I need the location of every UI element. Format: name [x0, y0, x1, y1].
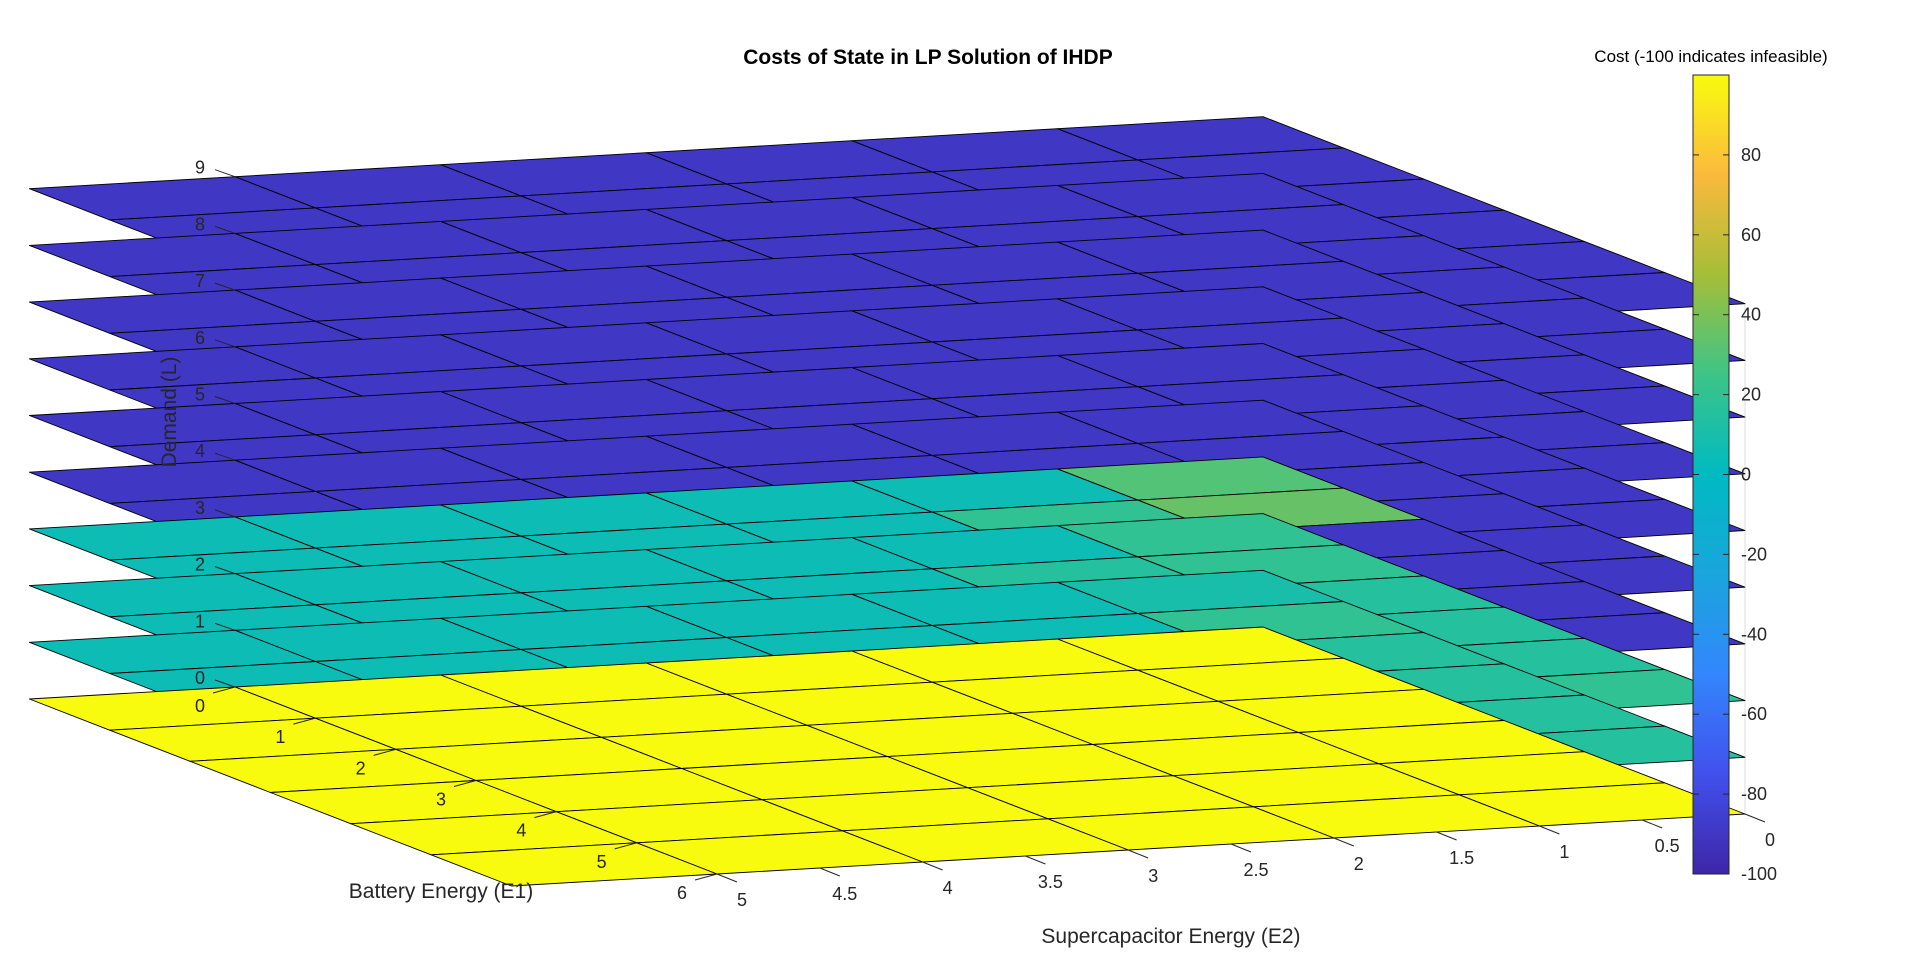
z-tick-mark [214, 396, 236, 404]
surface-layer-demand-0 [28, 626, 1746, 887]
z-tick-label: 3 [195, 498, 205, 518]
y-tick-mark [453, 780, 477, 787]
z-tick-label: 1 [195, 611, 205, 631]
x-tick-mark [1025, 855, 1046, 865]
z-axis-label: Demand (L) [158, 357, 181, 468]
colorbar-title: Cost (-100 indicates infeasible) [1594, 47, 1827, 66]
z-tick-label: 6 [195, 328, 205, 348]
y-tick-mark [614, 842, 637, 850]
y-tick-label: 4 [516, 821, 526, 841]
x-tick-label: 5 [737, 890, 747, 910]
z-tick-label: 5 [195, 385, 205, 405]
colorbar-tick-label: -20 [1741, 544, 1767, 564]
x-tick-label: 3.5 [1038, 872, 1063, 892]
z-tick-mark [214, 339, 236, 348]
y-tick-mark [534, 811, 557, 819]
x-tick-mark [1642, 819, 1663, 829]
y-axis-label: Battery Energy (E1) [349, 880, 533, 903]
x-tick-mark [1436, 831, 1457, 841]
y-tick-mark [293, 717, 316, 725]
chart-title: Costs of State in LP Solution of IHDP [743, 46, 1112, 69]
colorbar-tick-label: -40 [1741, 624, 1767, 644]
z-tick-mark [214, 169, 236, 178]
surface-layers [28, 116, 1746, 887]
colorbar-tick-label: 40 [1741, 305, 1761, 325]
colorbar-tick-label: 0 [1741, 465, 1751, 485]
x-tick-mark [922, 861, 943, 871]
z-tick-mark [214, 282, 236, 291]
colorbar-tick-label: -100 [1741, 864, 1777, 884]
x-tick-mark [716, 873, 738, 883]
x-tick-mark [1333, 837, 1354, 847]
y-tick-label: 5 [597, 852, 607, 872]
x-tick-label: 1 [1559, 842, 1569, 862]
colorbar-tick-label: 60 [1741, 225, 1761, 245]
y-tick-label: 2 [356, 758, 366, 778]
z-tick-label: 4 [195, 441, 205, 461]
z-tick-label: 0 [195, 668, 205, 688]
x-tick-mark [1230, 843, 1252, 853]
z-tick-label: 2 [195, 555, 205, 575]
colorbar-tick-label: 20 [1741, 385, 1761, 405]
x-tick-label: 0.5 [1655, 836, 1680, 856]
colorbar-tick-label: 80 [1741, 145, 1761, 165]
x-tick-mark [1128, 849, 1149, 859]
y-tick-label: 0 [195, 696, 205, 716]
y-tick-label: 1 [275, 727, 285, 747]
z-tick-label: 9 [195, 158, 205, 178]
x-tick-label: 4 [943, 878, 953, 898]
colorbar-tick-label: -60 [1741, 704, 1767, 724]
x-tick-mark [819, 867, 840, 877]
y-tick-mark [373, 748, 396, 756]
x-tick-label: 1.5 [1449, 848, 1474, 868]
z-tick-label: 7 [195, 271, 205, 291]
x-tick-mark [1744, 813, 1766, 823]
x-tick-label: 2 [1354, 854, 1364, 874]
z-tick-mark [214, 509, 236, 518]
x-tick-label: 3 [1148, 866, 1158, 886]
x-tick-label: 4.5 [832, 884, 857, 904]
x-tick-mark [1539, 825, 1560, 835]
x-tick-label: 0 [1765, 830, 1775, 850]
colorbar: -100 -80 -60 -40 -20 0 20 40 60 80 [1692, 74, 1777, 884]
x-tick-label: 2.5 [1243, 860, 1268, 880]
y-tick-label: 3 [436, 790, 446, 810]
z-tick-mark [214, 679, 236, 688]
z-tick-label: 8 [195, 214, 205, 234]
z-tick-mark [214, 225, 236, 234]
z-tick-mark [214, 566, 236, 575]
y-tick-mark [694, 873, 718, 881]
z-tick-mark [214, 622, 236, 631]
x-axis-label: Supercapacitor Energy (E2) [1041, 925, 1300, 948]
colorbar-tick-label: -80 [1741, 784, 1767, 804]
y-tick-mark [212, 686, 236, 694]
y-tick-label: 6 [677, 883, 687, 903]
z-tick-mark [214, 452, 236, 461]
surface-cell [430, 842, 718, 887]
